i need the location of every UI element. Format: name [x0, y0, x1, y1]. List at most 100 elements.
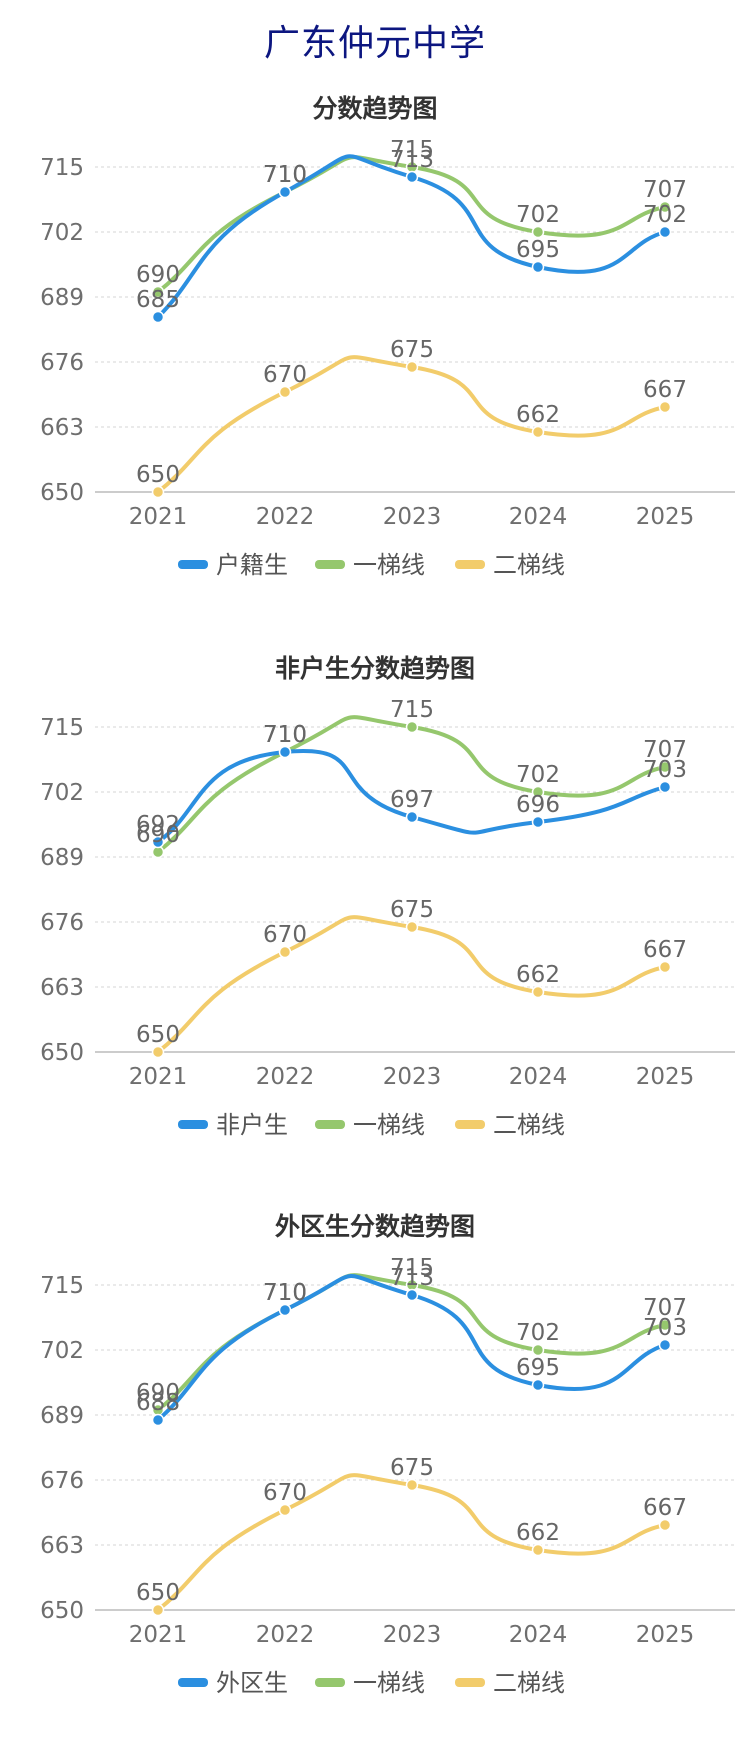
- y-tick-label: 702: [40, 1338, 84, 1364]
- x-tick-label: 2024: [509, 1622, 568, 1648]
- data-point: [151, 1413, 165, 1427]
- y-tick-label: 702: [40, 780, 84, 806]
- legend-swatch: [315, 1678, 345, 1687]
- data-point: [278, 185, 292, 199]
- y-tick-label: 689: [40, 285, 84, 311]
- legend-swatch: [455, 1120, 485, 1129]
- data-label: 713: [390, 1265, 434, 1291]
- data-label: 702: [516, 1320, 560, 1346]
- data-label: 670: [263, 1480, 307, 1506]
- y-tick-label: 715: [40, 155, 84, 181]
- data-point: [658, 400, 672, 414]
- data-point: [151, 835, 165, 849]
- data-point: [405, 1288, 419, 1302]
- y-tick-label: 676: [40, 350, 84, 376]
- data-point: [658, 760, 672, 774]
- data-point: [658, 780, 672, 794]
- x-tick-label: 2024: [509, 504, 568, 530]
- legend-label: 二梯线: [493, 1111, 565, 1139]
- data-label: 710: [263, 1280, 307, 1306]
- data-label: 707: [643, 177, 687, 203]
- x-tick-label: 2021: [129, 504, 188, 530]
- data-point: [531, 225, 545, 239]
- data-point: [278, 1303, 292, 1317]
- legend-label: 一梯线: [353, 551, 425, 579]
- data-point: [658, 960, 672, 974]
- data-label: 667: [643, 377, 687, 403]
- data-point: [658, 200, 672, 214]
- data-label: 650: [136, 1022, 180, 1048]
- series-line: [156, 915, 667, 1054]
- data-point: [278, 385, 292, 399]
- legend-swatch: [178, 1678, 208, 1687]
- data-label: 707: [643, 737, 687, 763]
- data-label: 675: [390, 1455, 434, 1481]
- data-label: 692: [136, 812, 180, 838]
- x-tick-label: 2025: [636, 504, 695, 530]
- y-tick-label: 702: [40, 220, 84, 246]
- data-label: 670: [263, 922, 307, 948]
- data-point: [278, 945, 292, 959]
- x-tick-label: 2023: [383, 504, 442, 530]
- series-line: [156, 355, 667, 494]
- y-tick-label: 715: [40, 1273, 84, 1299]
- data-point: [658, 1338, 672, 1352]
- data-point: [658, 1518, 672, 1532]
- data-point: [151, 285, 165, 299]
- data-point: [151, 485, 165, 499]
- data-point: [531, 985, 545, 999]
- y-tick-label: 689: [40, 845, 84, 871]
- y-tick-label: 689: [40, 1403, 84, 1429]
- x-tick-label: 2021: [129, 1622, 188, 1648]
- data-label: 695: [516, 237, 560, 263]
- data-label: 703: [643, 757, 687, 783]
- chart-outdistrict-score-trend: 外区生分数趋势图 650 663 676 689 702 715 2021 2022 2023 20…: [40, 1212, 735, 1697]
- data-label: 662: [516, 1520, 560, 1546]
- data-label: 650: [136, 462, 180, 488]
- legend-label: 二梯线: [493, 551, 565, 579]
- legend-swatch: [455, 560, 485, 569]
- x-tick-label: 2021: [129, 1064, 188, 1090]
- data-label: 670: [263, 362, 307, 388]
- data-point: [405, 360, 419, 374]
- data-point: [151, 310, 165, 324]
- y-tick-label: 676: [40, 1468, 84, 1494]
- legend-swatch: [315, 560, 345, 569]
- series-line: [156, 1473, 667, 1612]
- x-tick-label: 2025: [636, 1064, 695, 1090]
- legend-swatch: [315, 1120, 345, 1129]
- legend-swatch: [178, 1120, 208, 1129]
- data-label: 713: [390, 147, 434, 173]
- y-tick-label: 676: [40, 910, 84, 936]
- data-label: 715: [390, 1255, 434, 1281]
- data-point: [531, 1378, 545, 1392]
- chart-nonlocal-score-trend: 非户生分数趋势图 650 663 676 689 702 715 2021 2022 2023 20…: [40, 654, 735, 1139]
- x-tick-label: 2025: [636, 1622, 695, 1648]
- chart-title: 分数趋势图: [312, 94, 437, 123]
- legend-label: 户籍生: [216, 551, 288, 579]
- data-point: [658, 1318, 672, 1332]
- data-label: 696: [516, 792, 560, 818]
- data-label: 703: [643, 1315, 687, 1341]
- legend-swatch: [178, 560, 208, 569]
- data-label: 675: [390, 337, 434, 363]
- x-tick-label: 2024: [509, 1064, 568, 1090]
- y-tick-label: 663: [40, 415, 84, 441]
- data-label: 690: [136, 1380, 180, 1406]
- y-tick-label: 663: [40, 1533, 84, 1559]
- data-label: 702: [516, 762, 560, 788]
- chart-score-trend: 分数趋势图 650 663 676 689 702 715 2021 2022 2023 2024 2…: [40, 94, 735, 579]
- data-point: [531, 815, 545, 829]
- data-point: [531, 1343, 545, 1357]
- y-tick-label: 663: [40, 975, 84, 1001]
- y-tick-label: 715: [40, 715, 84, 741]
- data-point: [658, 225, 672, 239]
- x-tick-label: 2022: [256, 1064, 315, 1090]
- legend-label: 一梯线: [353, 1111, 425, 1139]
- data-label: 675: [390, 897, 434, 923]
- x-tick-label: 2022: [256, 1622, 315, 1648]
- legend-label: 二梯线: [493, 1669, 565, 1697]
- series-line: [156, 715, 667, 854]
- data-label: 697: [390, 787, 434, 813]
- y-tick-label: 650: [40, 480, 84, 506]
